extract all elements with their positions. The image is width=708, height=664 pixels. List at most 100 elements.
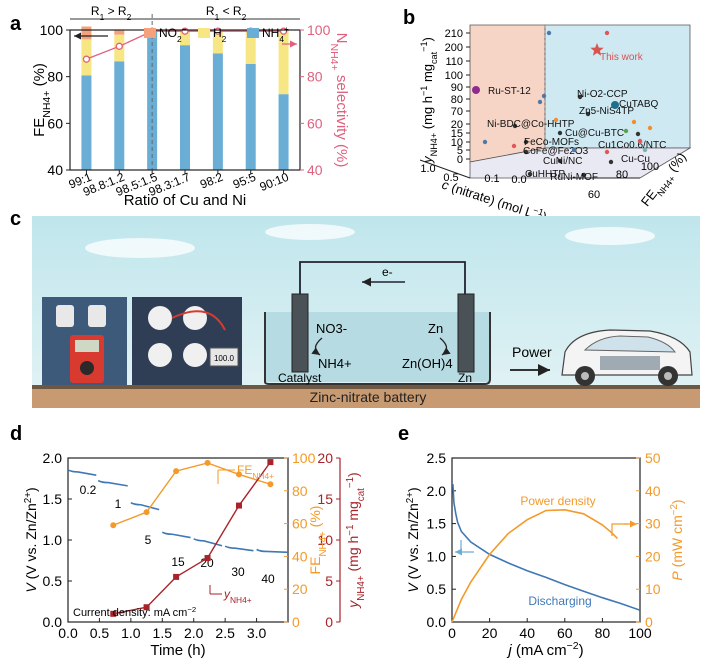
cathode-product: NH4+: [318, 356, 352, 371]
panel-e-y2tick-label: 10: [645, 581, 661, 597]
cathode-electrode: [291, 293, 309, 373]
panel-a-ytick-label: 40: [47, 162, 63, 178]
panel-a-legend-label-1: H2: [213, 26, 227, 44]
panel-e-xtick-label: 60: [557, 625, 573, 641]
panel-d-y2tick-label: 20: [292, 581, 308, 597]
panel-b-point-label: This work: [600, 52, 644, 63]
cloud-2: [265, 224, 355, 240]
bar-nh4-98.8:1.2: [114, 61, 125, 170]
cathode-reaction-arrow: [311, 337, 323, 356]
discharging-label: Discharging: [528, 594, 591, 608]
panel-b-point-marker: [472, 86, 480, 94]
panel-d-y3tick-label: 20: [317, 450, 333, 466]
panel-a-legend-swatch-2: [247, 28, 259, 38]
multimeter-dial: [80, 361, 94, 375]
voltage-segment-0.2: [67, 469, 97, 477]
panel-b-extra-point: [623, 128, 629, 134]
panel-a-y2label: NNH4+ selectivity (%): [328, 33, 350, 168]
ground-strip: [32, 385, 700, 408]
bar-no2-99:1: [81, 26, 92, 40]
yield-point: [204, 555, 211, 562]
panel-b-xtick-label: 0.1: [484, 173, 499, 185]
panel-a-xtick-label: 95:5: [231, 170, 258, 192]
cathode-reactant: NO3-: [316, 321, 347, 336]
panel-a-xtick-label: 98:2: [198, 170, 225, 192]
panel-e-xtick-label: 40: [519, 625, 535, 641]
anode-product: Zn(OH)4: [402, 356, 453, 371]
panel-b-ylabel: yNH4+ (mg h−1 mgcat−1): [419, 37, 439, 164]
panel-e-ytick-label: 1.5: [427, 516, 447, 532]
panel-e-ylabel: V (V vs. Zn/Zn2+): [405, 487, 422, 592]
panel-b-point-label: Cu@Cu-BTC: [565, 128, 624, 139]
bar-h2-98:2: [212, 31, 223, 54]
panel-a-legend-swatch-0: [144, 28, 156, 38]
panel-d-xtick-label: 0.5: [90, 625, 110, 641]
panel-b-point-marker: [557, 158, 563, 164]
panel-b-star-marker: [590, 43, 604, 56]
panel-b-extra-point: [642, 147, 648, 153]
panel-d-y3tick-label: 0: [325, 614, 333, 630]
panel-d-y2tick-label: 0: [292, 614, 300, 630]
panel-b-xtick-label: 0.0: [511, 174, 526, 186]
fe-point: [173, 468, 180, 475]
voltage-segment-15: [161, 531, 191, 539]
panel-e-ytick-label: 2.0: [427, 483, 447, 499]
bar-nh4-98:2: [212, 53, 223, 171]
panel-a: a R1 > R2 R1 < R240608010040608010099:198…: [10, 4, 350, 209]
panel-d-y3tick-label: 15: [317, 491, 333, 507]
panel-b-ytick-label: 0: [457, 154, 463, 166]
power-label: Power: [512, 344, 552, 360]
yield-callout-label: yNH4+: [223, 587, 252, 605]
panel-b-extra-point: [637, 138, 643, 144]
external-circuit: [299, 261, 466, 300]
panel-d-letter: d: [10, 423, 22, 445]
panel-a-ytick-label: 100: [40, 22, 64, 38]
bar-no2-98.8:1.2: [114, 30, 125, 35]
photo-cell-b: [183, 306, 207, 330]
panel-d-y3label: yNH4+ (mg h−1 mgcat−1): [345, 472, 367, 608]
current-density-label: 1: [115, 497, 122, 511]
panel-b-point-marker: [577, 94, 583, 100]
panel-a-legend-label-0: NO2−: [159, 24, 187, 44]
current-density-label: 20: [200, 556, 214, 570]
panel-b-ztick-label: 60: [588, 189, 600, 201]
panel-b-ytick-label: 90: [451, 82, 463, 94]
panel-b-point-marker: [581, 172, 587, 178]
multimeter-screen: [75, 340, 99, 352]
panel-b-xtick-label: 1.0: [420, 163, 435, 175]
current-density-label: 0.2: [80, 483, 97, 497]
photo-cell-2: [88, 305, 106, 327]
bar-nh4-99:1: [81, 75, 92, 170]
yield-point: [267, 459, 274, 466]
panel-a-ytick-label: 80: [47, 69, 63, 85]
current-density-label: 40: [261, 572, 275, 586]
panel-d-y3tick-label: 5: [325, 573, 333, 589]
panel-d: d 0.0 0.5 1.0 1.5 2.0 2.5 3.0 0.0 0.5 1.0 1.5 2.0 0 2…: [10, 423, 367, 659]
panel-d-ytick-label: 1.0: [43, 532, 63, 548]
panel-b-ytick-label: 110: [445, 56, 463, 68]
panel-b-point-marker: [523, 139, 529, 145]
yield-point: [143, 604, 150, 611]
bar-nh4-95:5: [245, 63, 256, 171]
panel-a-region-label-2: R1 < R2: [206, 4, 247, 22]
fe-point: [143, 509, 150, 516]
panel-b-point-marker: [611, 101, 619, 109]
panel-e-ytick-label: 2.5: [427, 450, 447, 466]
voltage-segment-20: [193, 538, 223, 547]
panel-d-ytick-label: 2.0: [43, 450, 63, 466]
panel-d-y2tick-label: 80: [292, 483, 308, 499]
cloud-1: [85, 238, 195, 258]
panel-b-ytick-label: 200: [445, 42, 463, 54]
panel-b-point-label: RuNi-MOF: [550, 172, 598, 183]
panel-b-ztick-label: 80: [616, 169, 628, 181]
panel-b-point-label: CuHHTP: [525, 169, 565, 180]
selectivity-point-99:1: [82, 55, 91, 63]
panel-b-point-label: Ru-ST-12: [488, 86, 531, 97]
panel-b-extra-point: [631, 119, 637, 125]
anode-reaction-arrow: [439, 337, 451, 356]
panel-b-point-label: Cu-Cu: [621, 154, 650, 165]
panel-b-extra-point: [647, 125, 653, 131]
panel-d-xtick-label: 2.5: [215, 625, 235, 641]
panel-b-extra-point: [604, 149, 610, 155]
